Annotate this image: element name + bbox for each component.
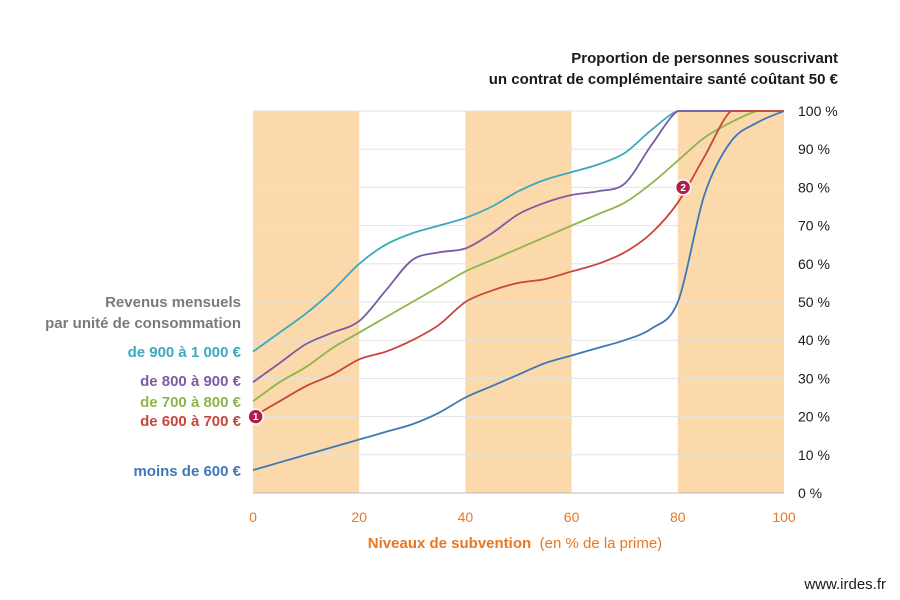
- legend-item: de 700 à 800 €: [140, 394, 242, 411]
- series-lines: [252, 110, 785, 471]
- marker-circle: [674, 179, 692, 196]
- series-line-3: [252, 110, 784, 403]
- y-tick-label: 50 %: [798, 294, 830, 310]
- source-url: www.irdes.fr: [803, 576, 886, 593]
- y-tick-labels: 0 % 10 % 20 % 30 % 40 % 50 % 60 % 70 % 80 % 90 % 1…: [798, 103, 838, 501]
- x-axis-label-main: Niveaux de subvention: [368, 535, 531, 552]
- series-line-2: [252, 110, 784, 383]
- y-tick-label: 0 %: [798, 485, 822, 501]
- gridlines: [253, 110, 784, 494]
- marker-circle: [247, 408, 264, 425]
- y-tick-label: 100 %: [798, 103, 838, 119]
- chart-title-line-1: Proportion de personnes souscrivant: [571, 50, 838, 67]
- marker-label: 1: [253, 412, 259, 423]
- y-tick-label: 70 %: [798, 218, 830, 234]
- x-axis-label-unit: (en % de la prime): [540, 535, 663, 552]
- legend-item: de 900 à 1 000 €: [128, 344, 242, 361]
- x-tick-label: 60: [564, 509, 580, 525]
- x-tick-label: 80: [670, 509, 686, 525]
- y-tick-label: 20 %: [798, 409, 830, 425]
- y-tick-label: 80 %: [798, 179, 830, 195]
- x-axis-label: Niveaux de subvention (en % de la prime): [368, 535, 662, 552]
- series-line-5: [252, 110, 785, 471]
- y-tick-label: 90 %: [798, 141, 830, 157]
- marker-2: 2: [674, 179, 692, 196]
- y-tick-label: 10 %: [798, 447, 830, 463]
- chart-title-line-2: un contrat de complémentaire santé coûta…: [489, 71, 839, 88]
- marker-label: 2: [680, 183, 686, 194]
- legend-title-line-1: Revenus mensuels: [105, 294, 241, 311]
- legend-item: moins de 600 €: [133, 463, 241, 480]
- marker-1: 1: [247, 408, 264, 425]
- x-tick-label: 0: [249, 509, 257, 525]
- point-markers: 12: [247, 179, 692, 425]
- x-tick-labels: 0 20 40 60 80 100: [249, 509, 796, 525]
- legend-title-line-2: par unité de consommation: [45, 315, 241, 332]
- legend-item: de 600 à 700 €: [140, 413, 242, 430]
- legend-item: de 800 à 900 €: [140, 373, 242, 390]
- legend: de 900 à 1 000 € de 800 à 900 € de 700 à 8…: [128, 344, 242, 480]
- series-line-4: [252, 110, 784, 418]
- y-tick-label: 40 %: [798, 332, 830, 348]
- x-tick-label: 40: [458, 509, 474, 525]
- y-tick-label: 60 %: [798, 256, 830, 272]
- y-tick-label: 30 %: [798, 370, 830, 386]
- x-tick-label: 20: [351, 509, 367, 525]
- x-tick-label: 100: [772, 509, 796, 525]
